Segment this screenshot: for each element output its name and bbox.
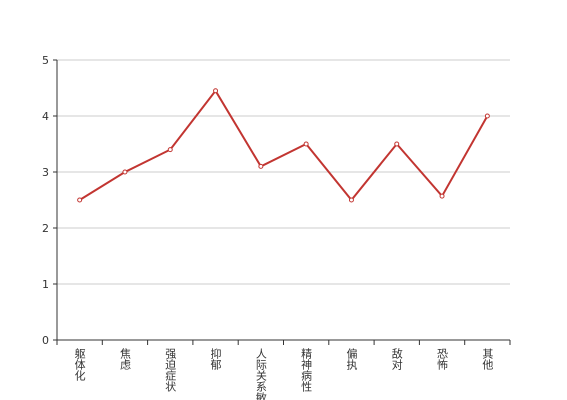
y-tick-label: 1 <box>42 278 49 291</box>
x-tick-label: 精神病性 <box>300 348 313 393</box>
x-tick-label: 抑郁 <box>209 347 222 370</box>
x-tick-label: 恐怖 <box>436 348 449 370</box>
point <box>77 197 83 203</box>
x-tick-label: 敌对 <box>390 347 403 370</box>
y-tick-label: 5 <box>42 54 49 67</box>
point <box>213 88 219 94</box>
x-tick-label: 人际关系敏感 <box>254 348 267 400</box>
y-tick-label: 4 <box>42 110 49 123</box>
x-tick-label: 其他 <box>481 348 494 370</box>
point <box>394 141 400 147</box>
y-tick-label: 3 <box>42 166 49 179</box>
x-tick-label: 强迫症状 <box>164 348 177 392</box>
y-tick-label: 2 <box>42 222 49 235</box>
y-tick-label: 0 <box>42 334 49 347</box>
point <box>167 147 173 153</box>
point <box>348 197 354 203</box>
point <box>439 193 445 199</box>
x-tick-label: 偏执 <box>345 347 358 371</box>
point <box>258 163 264 169</box>
line <box>79 89 489 202</box>
point <box>303 141 309 147</box>
point <box>122 169 128 175</box>
x-tick-label: 焦虑 <box>118 348 131 370</box>
x-tick-label: 躯体化 <box>73 348 86 382</box>
point <box>484 113 490 119</box>
